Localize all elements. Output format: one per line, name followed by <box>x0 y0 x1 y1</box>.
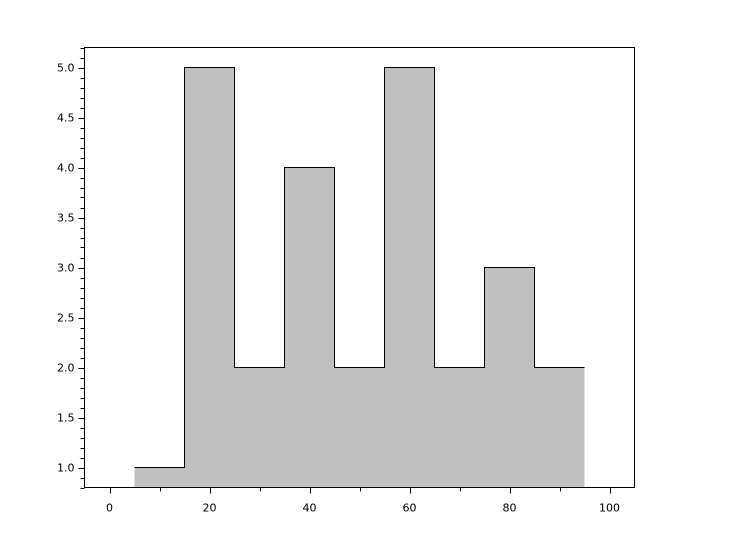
histogram-bar <box>484 267 535 488</box>
x-axis: 0 20 40 60 80 100 <box>106 487 620 515</box>
y-tick-label: 2.5 <box>57 312 75 325</box>
histogram-bar <box>334 367 385 488</box>
x-tick-label: 0 <box>106 502 113 515</box>
y-tick-label: 1.5 <box>57 412 75 425</box>
y-tick-label: 3.0 <box>57 262 75 275</box>
step-outline-group <box>134 67 585 468</box>
plot-frame <box>84 47 635 488</box>
histogram-bar <box>234 367 285 488</box>
y-tick-label: 2.0 <box>57 362 75 375</box>
histogram-bar <box>284 167 335 488</box>
x-tick-label: 40 <box>303 502 317 515</box>
x-tick-label: 20 <box>203 502 217 515</box>
x-tick-label: 100 <box>599 502 620 515</box>
y-tick-label: 5.0 <box>57 62 75 75</box>
y-tick-label: 4.0 <box>57 162 75 175</box>
y-tick-label: 4.5 <box>57 112 75 125</box>
histogram-step-line <box>134 67 585 468</box>
y-axis: 1.0 1.5 2.0 2.5 3.0 3.5 4.0 4.5 5.0 <box>57 48 85 489</box>
histogram-bar <box>534 367 585 488</box>
histogram-bar <box>184 67 235 488</box>
bars-group <box>134 67 585 488</box>
x-tick-label: 80 <box>503 502 517 515</box>
histogram-bar <box>434 367 485 488</box>
y-tick-label: 1.0 <box>57 462 75 475</box>
y-tick-label: 3.5 <box>57 212 75 225</box>
histogram-bar <box>384 67 435 488</box>
x-tick-label: 60 <box>403 502 417 515</box>
histogram-bar <box>134 467 185 488</box>
